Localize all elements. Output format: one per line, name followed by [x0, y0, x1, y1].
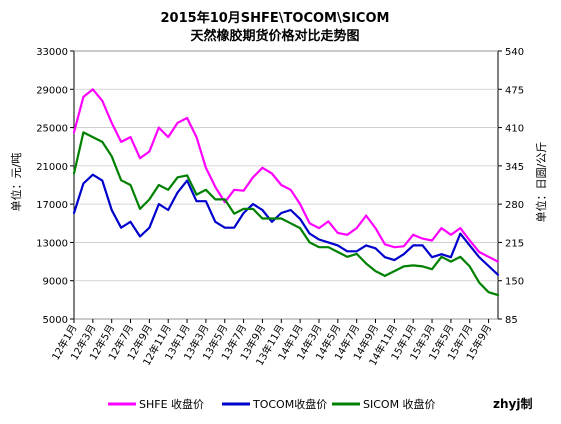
left-tick-label: 5000 [43, 315, 68, 326]
legend: SHFE 收盘价 TOCOM收盘价 SICOM 收盘价 [108, 397, 436, 411]
chart-title: 2015年10月SHFE\TOCOM\SICOM [161, 10, 390, 26]
right-tick-label: 345 [505, 162, 524, 173]
series-line-sicom [72, 131, 500, 297]
chart-subtitle: 天然橡胶期货价格对比走势图 [190, 28, 359, 44]
right-tick-label: 475 [505, 85, 524, 96]
left-tick-label: 21000 [36, 162, 68, 173]
left-y-axis: 33000 29000 25000 21000 17000 13000 9000 5000 [36, 47, 74, 326]
left-axis-title: 单位：元/吨 [9, 153, 23, 212]
x-axis: 12年1月12年3月12年5月12年7月12年9月12年11月13年1月13年3… [49, 319, 494, 368]
series-lines [72, 88, 500, 297]
right-tick-label: 280 [505, 200, 524, 211]
right-tick-label: 540 [505, 47, 524, 58]
gridlines [74, 50, 498, 320]
right-tick-label: 85 [505, 315, 518, 326]
right-tick-label: 215 [505, 238, 524, 249]
left-tick-label: 33000 [36, 47, 68, 58]
right-axis-title: 单位：日圆/公斤 [534, 142, 548, 223]
left-tick-label: 17000 [36, 200, 68, 211]
legend-label: SHFE 收盘价 [139, 397, 204, 411]
right-tick-label: 410 [505, 124, 524, 135]
legend-label: TOCOM收盘价 [252, 397, 327, 411]
series-line-tocom [72, 173, 500, 276]
right-y-axis: 540 475 410 345 280 215 150 85 [498, 47, 524, 326]
plot-area [73, 50, 499, 320]
series-line-shfe [72, 88, 500, 263]
left-tick-label: 9000 [43, 277, 68, 288]
right-tick-label: 150 [505, 277, 524, 288]
legend-label: SICOM 收盘价 [363, 397, 436, 411]
left-tick-label: 29000 [36, 85, 68, 96]
watermark: zhyj制 [493, 396, 532, 411]
left-tick-label: 13000 [36, 238, 68, 249]
left-tick-label: 25000 [36, 124, 68, 135]
